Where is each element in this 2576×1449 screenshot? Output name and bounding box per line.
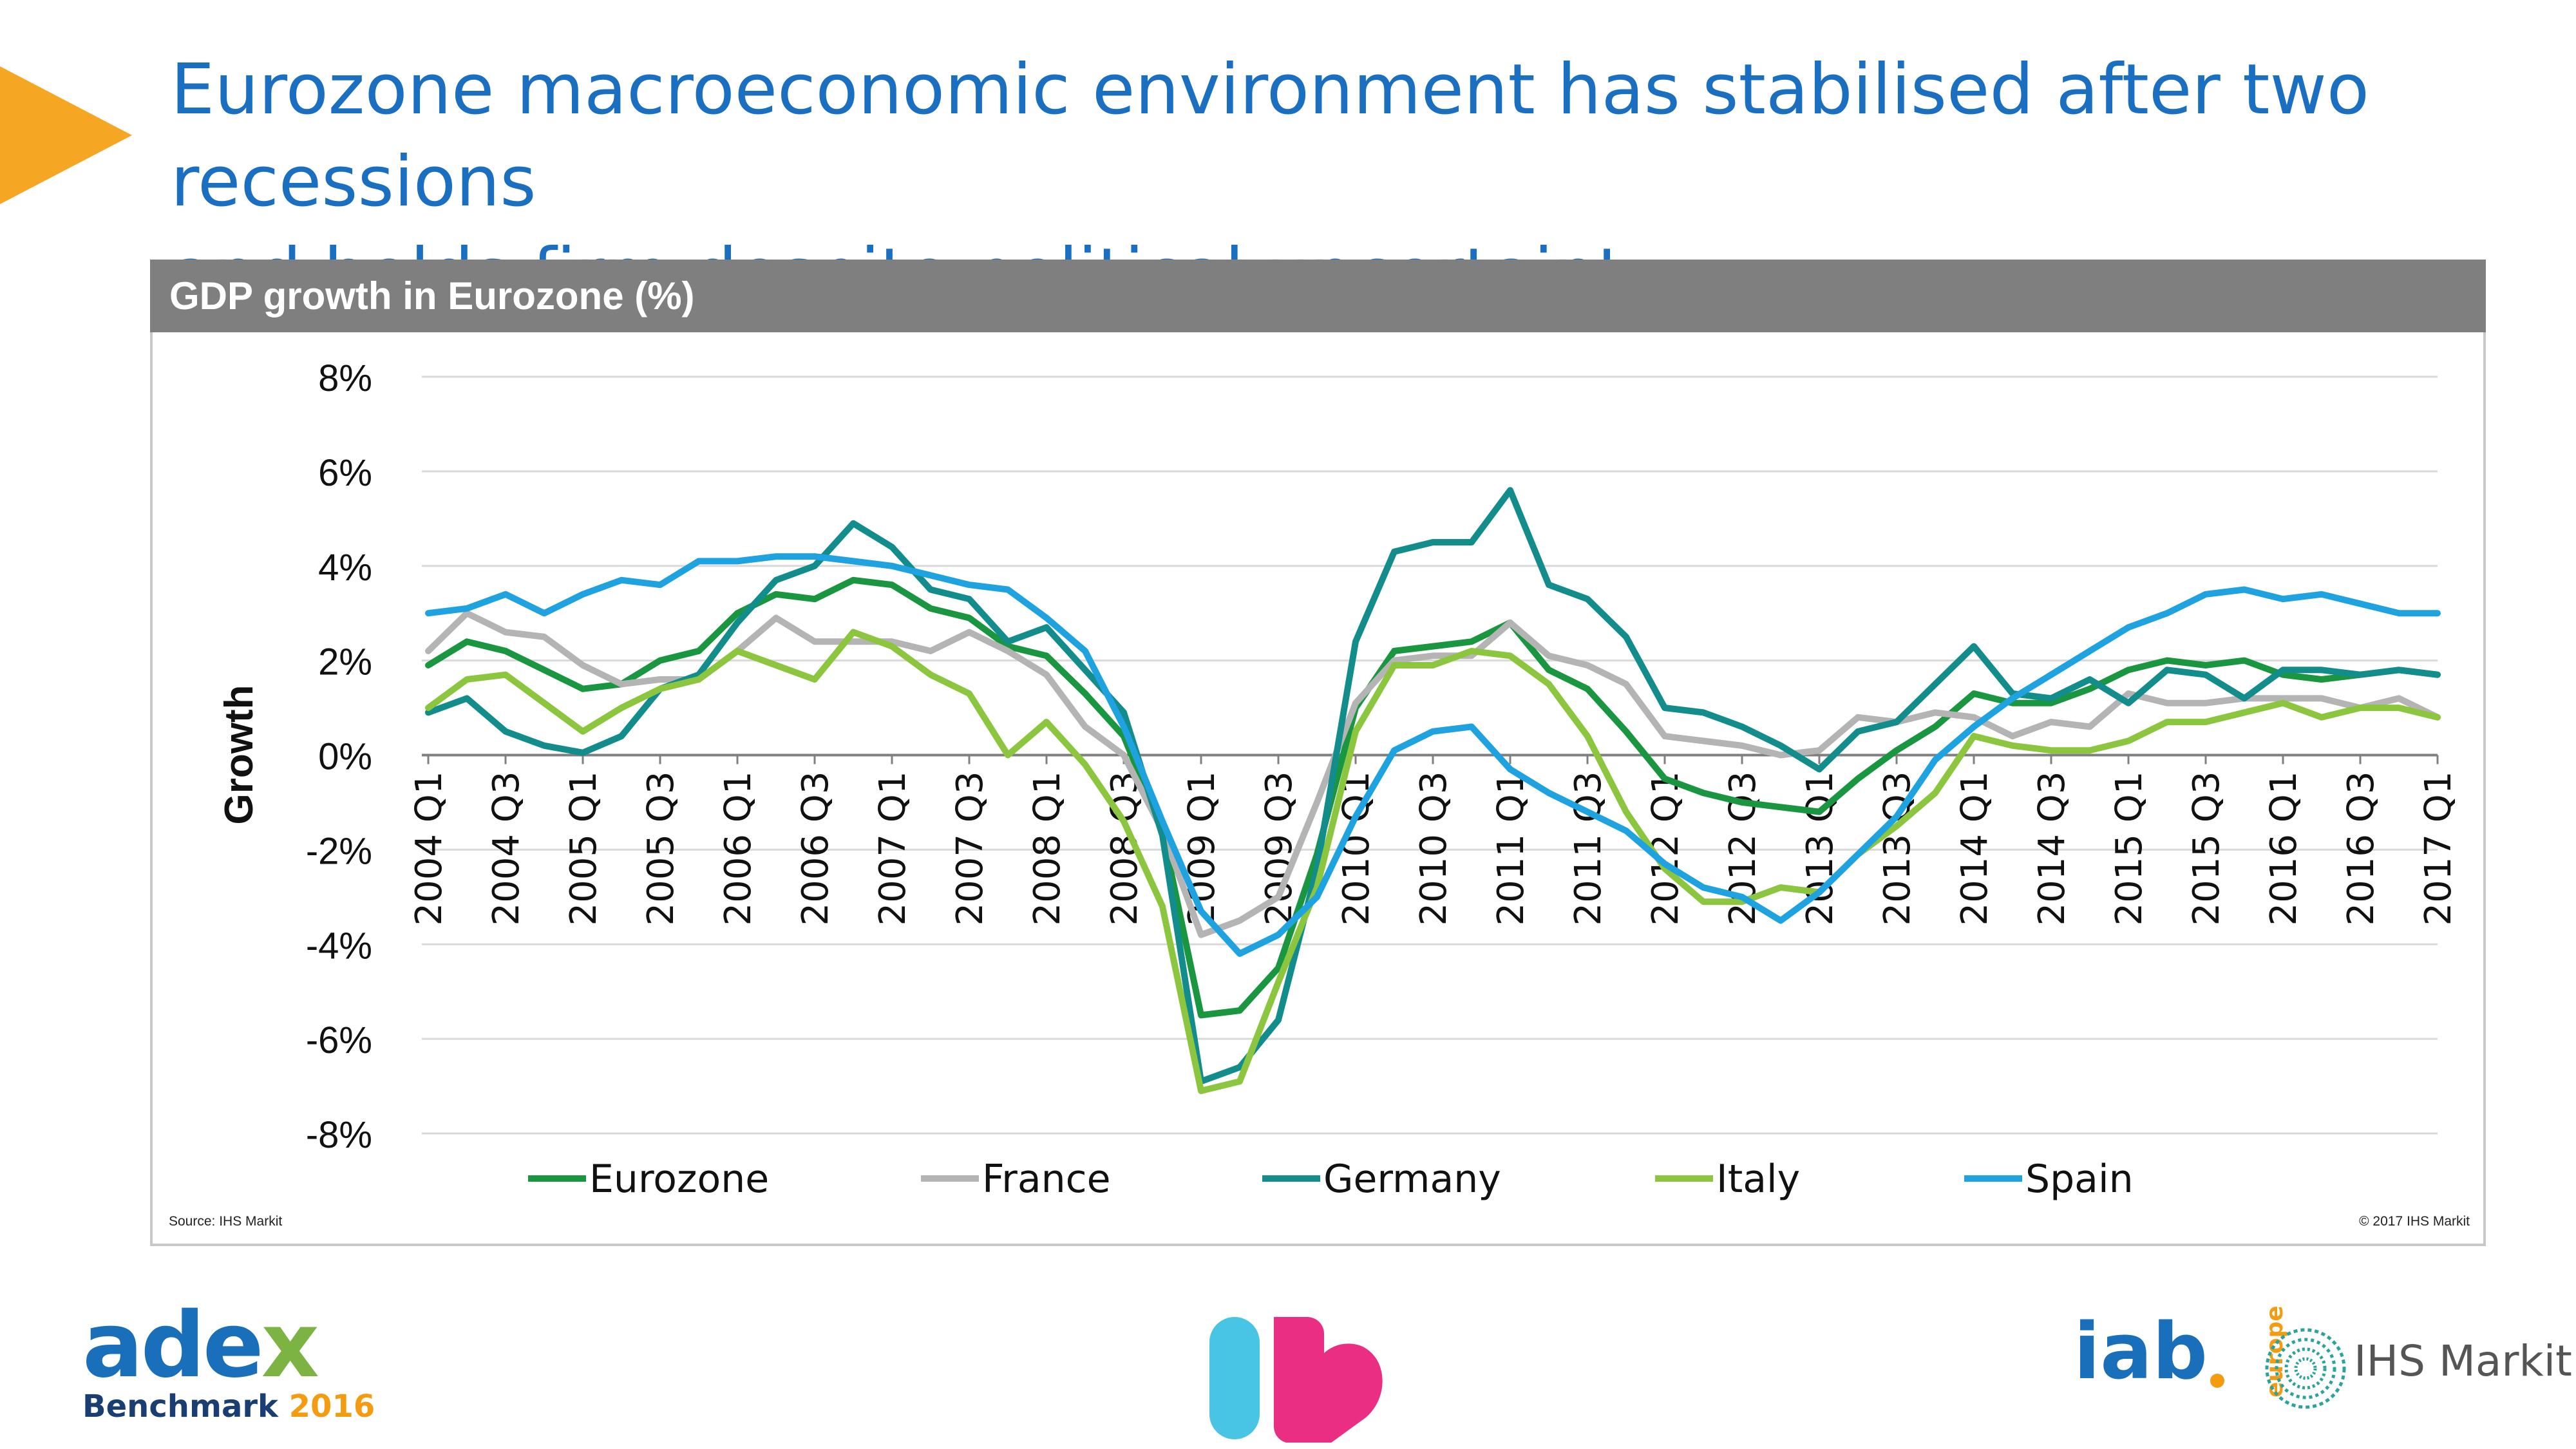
x-tick-label: 2011 Q1 [1490, 772, 1532, 926]
x-tick-label: 2007 Q3 [949, 772, 991, 926]
iab-europe-logo: iab europe [2074, 1305, 2288, 1397]
x-tick-label: 2008 Q1 [1027, 772, 1068, 926]
y-tick-label: 0% [318, 736, 372, 778]
y-axis-title: Growth [217, 685, 261, 825]
y-tick-label: 4% [318, 547, 372, 589]
x-tick-label: 2016 Q1 [2263, 772, 2305, 926]
y-tick-label: -2% [306, 830, 372, 872]
copyright-note: © 2017 IHS Markit [2359, 1214, 2470, 1229]
ib-logo-icon [1209, 1317, 1383, 1443]
legend-label-spain: Spain [2025, 1157, 2134, 1202]
ihs-globe-icon [2265, 1328, 2346, 1409]
x-tick-label: 2005 Q1 [563, 772, 605, 926]
y-tick-label: -4% [306, 925, 372, 967]
x-tick-label: 2015 Q3 [2186, 772, 2228, 926]
y-tick-label: -8% [306, 1114, 372, 1156]
iab-dot-icon [2210, 1374, 2225, 1388]
series-line-spain [425, 553, 2441, 957]
adex-subtitle: Benchmark 2016 [82, 1388, 375, 1425]
legend-label-germany: Germany [1323, 1157, 1501, 1202]
x-tick-label: 2015 Q1 [2108, 772, 2150, 926]
x-tick-label: 2006 Q1 [717, 772, 759, 926]
x-tick-label: 2016 Q3 [2340, 772, 2382, 926]
x-tick-label: 2010 Q3 [1413, 772, 1455, 926]
y-tick-label: 6% [318, 452, 372, 494]
x-tick-label: 2014 Q1 [1954, 772, 1996, 926]
chart-title: GDP growth in Eurozone (%) [169, 274, 695, 317]
iab-wordmark: iab [2074, 1307, 2208, 1397]
series-line-eurozone [425, 576, 2441, 1019]
series-line-france [425, 610, 2441, 938]
slide-title-line-1: Eurozone macroeconomic environment has s… [171, 50, 2369, 222]
x-tick-label: 2004 Q1 [408, 772, 450, 926]
chart-panel [150, 260, 2486, 1246]
x-tick-label: 2004 Q3 [486, 772, 527, 926]
adex-benchmark-logo: adex Benchmark 2016 [82, 1301, 375, 1425]
y-tick-label: 2% [318, 641, 372, 683]
adex-wordmark: adex [82, 1293, 319, 1398]
ihs-wordmark: IHS Markit [2354, 1336, 2572, 1386]
y-tick-label: -6% [306, 1019, 372, 1061]
legend-label-eurozone: Eurozone [589, 1157, 769, 1202]
x-tick-label: 2006 Q3 [795, 772, 837, 926]
legend-label-italy: Italy [1716, 1157, 1800, 1202]
title-arrow-icon [0, 66, 132, 204]
ihs-markit-logo: IHS Markit [2260, 1323, 2572, 1417]
y-tick-label: 8% [318, 357, 372, 399]
x-tick-label: 2014 Q3 [2031, 772, 2073, 926]
x-tick-label: 2017 Q1 [2418, 772, 2459, 926]
x-tick-label: 2011 Q3 [1567, 772, 1609, 926]
series-line-italy [425, 629, 2441, 1094]
series-line-germany [425, 487, 2441, 1085]
source-note: Source: IHS Markit [169, 1214, 283, 1229]
chart-header: GDP growth in Eurozone (%) [150, 260, 2486, 332]
legend-label-france: France [982, 1157, 1111, 1202]
x-tick-label: 2007 Q1 [872, 772, 914, 926]
x-tick-label: 2005 Q3 [640, 772, 682, 926]
